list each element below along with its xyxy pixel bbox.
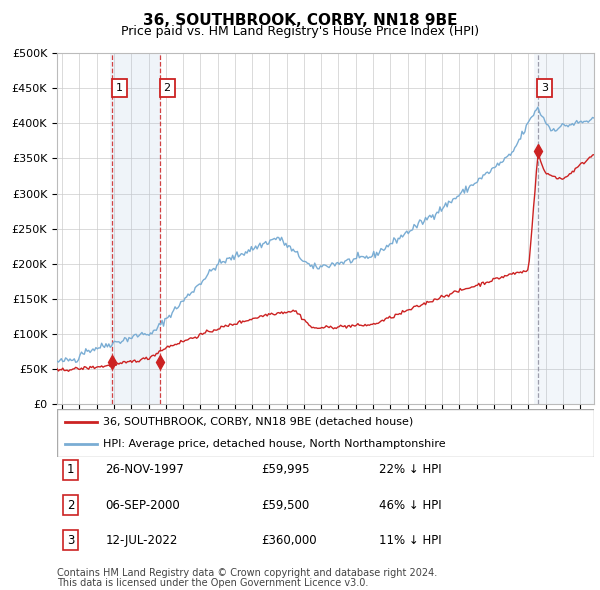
Text: £59,995: £59,995 (261, 463, 310, 476)
Text: 3: 3 (67, 534, 74, 547)
Text: HPI: Average price, detached house, North Northamptonshire: HPI: Average price, detached house, Nort… (103, 439, 445, 449)
Text: 06-SEP-2000: 06-SEP-2000 (106, 499, 180, 512)
Text: This data is licensed under the Open Government Licence v3.0.: This data is licensed under the Open Gov… (57, 578, 368, 588)
FancyBboxPatch shape (57, 409, 594, 457)
Text: 46% ↓ HPI: 46% ↓ HPI (379, 499, 442, 512)
Text: 3: 3 (541, 83, 548, 93)
Text: 12-JUL-2022: 12-JUL-2022 (106, 534, 178, 547)
Text: 11% ↓ HPI: 11% ↓ HPI (379, 534, 442, 547)
Text: 2: 2 (164, 83, 170, 93)
Text: 26-NOV-1997: 26-NOV-1997 (106, 463, 184, 476)
Text: 1: 1 (116, 83, 123, 93)
Text: £360,000: £360,000 (261, 534, 317, 547)
Text: 36, SOUTHBROOK, CORBY, NN18 9BE: 36, SOUTHBROOK, CORBY, NN18 9BE (143, 13, 457, 28)
Text: Contains HM Land Registry data © Crown copyright and database right 2024.: Contains HM Land Registry data © Crown c… (57, 568, 437, 578)
Text: 2: 2 (67, 499, 74, 512)
Text: Price paid vs. HM Land Registry's House Price Index (HPI): Price paid vs. HM Land Registry's House … (121, 25, 479, 38)
Bar (535, 53, 594, 404)
Text: 22% ↓ HPI: 22% ↓ HPI (379, 463, 442, 476)
Bar (110, 53, 161, 404)
Text: £59,500: £59,500 (261, 499, 310, 512)
Text: 1: 1 (67, 463, 74, 476)
Text: 36, SOUTHBROOK, CORBY, NN18 9BE (detached house): 36, SOUTHBROOK, CORBY, NN18 9BE (detache… (103, 417, 413, 427)
